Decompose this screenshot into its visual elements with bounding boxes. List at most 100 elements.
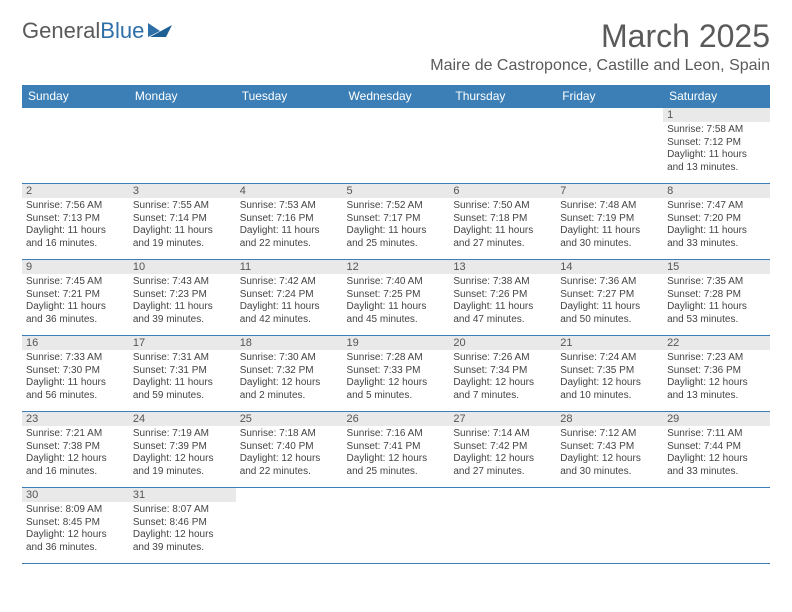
sunset-text: Sunset: 7:14 PM xyxy=(133,213,232,226)
calendar-day-cell: 15Sunrise: 7:35 AMSunset: 7:28 PMDayligh… xyxy=(663,260,770,336)
daylight-text: Daylight: 11 hours and 16 minutes. xyxy=(26,225,125,250)
calendar-day-cell: 24Sunrise: 7:19 AMSunset: 7:39 PMDayligh… xyxy=(129,412,236,488)
daylight-text: Daylight: 11 hours and 45 minutes. xyxy=(347,301,446,326)
day-details: Sunrise: 7:38 AMSunset: 7:26 PMDaylight:… xyxy=(449,274,556,328)
day-number: 27 xyxy=(449,412,556,426)
day-number: 10 xyxy=(129,260,236,274)
calendar-day-cell: 26Sunrise: 7:16 AMSunset: 7:41 PMDayligh… xyxy=(343,412,450,488)
sunset-text: Sunset: 7:38 PM xyxy=(26,441,125,454)
sunset-text: Sunset: 7:25 PM xyxy=(347,289,446,302)
daylight-text: Daylight: 11 hours and 59 minutes. xyxy=(133,377,232,402)
daylight-text: Daylight: 11 hours and 56 minutes. xyxy=(26,377,125,402)
sunrise-text: Sunrise: 7:16 AM xyxy=(347,428,446,441)
daylight-text: Daylight: 11 hours and 25 minutes. xyxy=(347,225,446,250)
sunset-text: Sunset: 7:24 PM xyxy=(240,289,339,302)
sunrise-text: Sunrise: 7:36 AM xyxy=(560,276,659,289)
sunrise-text: Sunrise: 7:45 AM xyxy=(26,276,125,289)
sunset-text: Sunset: 7:34 PM xyxy=(453,365,552,378)
calendar-day-cell: .. xyxy=(236,488,343,564)
daylight-text: Daylight: 11 hours and 50 minutes. xyxy=(560,301,659,326)
sunset-text: Sunset: 7:33 PM xyxy=(347,365,446,378)
calendar-day-cell: 7Sunrise: 7:48 AMSunset: 7:19 PMDaylight… xyxy=(556,184,663,260)
sunset-text: Sunset: 7:31 PM xyxy=(133,365,232,378)
sunrise-text: Sunrise: 7:28 AM xyxy=(347,352,446,365)
daylight-text: Daylight: 11 hours and 30 minutes. xyxy=(560,225,659,250)
calendar-day-cell: .. xyxy=(343,108,450,184)
sunrise-text: Sunrise: 7:56 AM xyxy=(26,200,125,213)
day-number: 8 xyxy=(663,184,770,198)
sunrise-text: Sunrise: 7:14 AM xyxy=(453,428,552,441)
sunrise-text: Sunrise: 7:30 AM xyxy=(240,352,339,365)
calendar-day-cell: 5Sunrise: 7:52 AMSunset: 7:17 PMDaylight… xyxy=(343,184,450,260)
calendar-week-row: 30Sunrise: 8:09 AMSunset: 8:45 PMDayligh… xyxy=(22,488,770,564)
day-number: 5 xyxy=(343,184,450,198)
day-details: Sunrise: 7:11 AMSunset: 7:44 PMDaylight:… xyxy=(663,426,770,480)
sunrise-text: Sunrise: 7:31 AM xyxy=(133,352,232,365)
day-number: 31 xyxy=(129,488,236,502)
sunset-text: Sunset: 7:36 PM xyxy=(667,365,766,378)
calendar-day-cell: .. xyxy=(663,488,770,564)
day-details: Sunrise: 7:52 AMSunset: 7:17 PMDaylight:… xyxy=(343,198,450,252)
sunset-text: Sunset: 7:13 PM xyxy=(26,213,125,226)
logo-flag-icon xyxy=(146,21,174,41)
sunrise-text: Sunrise: 7:19 AM xyxy=(133,428,232,441)
day-details: Sunrise: 7:48 AMSunset: 7:19 PMDaylight:… xyxy=(556,198,663,252)
calendar-day-cell: 25Sunrise: 7:18 AMSunset: 7:40 PMDayligh… xyxy=(236,412,343,488)
day-details: Sunrise: 7:53 AMSunset: 7:16 PMDaylight:… xyxy=(236,198,343,252)
day-number: 25 xyxy=(236,412,343,426)
calendar-day-cell: 27Sunrise: 7:14 AMSunset: 7:42 PMDayligh… xyxy=(449,412,556,488)
daylight-text: Daylight: 11 hours and 47 minutes. xyxy=(453,301,552,326)
header: GeneralBlue March 2025 Maire de Castropo… xyxy=(22,18,770,81)
sunrise-text: Sunrise: 7:42 AM xyxy=(240,276,339,289)
calendar-day-cell: .. xyxy=(129,108,236,184)
sunset-text: Sunset: 7:39 PM xyxy=(133,441,232,454)
day-details: Sunrise: 7:30 AMSunset: 7:32 PMDaylight:… xyxy=(236,350,343,404)
day-details: Sunrise: 7:58 AMSunset: 7:12 PMDaylight:… xyxy=(663,122,770,176)
sunrise-text: Sunrise: 7:12 AM xyxy=(560,428,659,441)
day-number: 4 xyxy=(236,184,343,198)
sunset-text: Sunset: 7:23 PM xyxy=(133,289,232,302)
day-number: 20 xyxy=(449,336,556,350)
day-details: Sunrise: 7:12 AMSunset: 7:43 PMDaylight:… xyxy=(556,426,663,480)
day-details: Sunrise: 7:21 AMSunset: 7:38 PMDaylight:… xyxy=(22,426,129,480)
calendar-day-cell: 8Sunrise: 7:47 AMSunset: 7:20 PMDaylight… xyxy=(663,184,770,260)
day-number: 17 xyxy=(129,336,236,350)
day-details: Sunrise: 7:28 AMSunset: 7:33 PMDaylight:… xyxy=(343,350,450,404)
sunset-text: Sunset: 7:21 PM xyxy=(26,289,125,302)
sunrise-text: Sunrise: 8:09 AM xyxy=(26,504,125,517)
day-number: 29 xyxy=(663,412,770,426)
daylight-text: Daylight: 11 hours and 27 minutes. xyxy=(453,225,552,250)
calendar-week-row: 16Sunrise: 7:33 AMSunset: 7:30 PMDayligh… xyxy=(22,336,770,412)
day-details: Sunrise: 7:40 AMSunset: 7:25 PMDaylight:… xyxy=(343,274,450,328)
day-number: 30 xyxy=(22,488,129,502)
day-details: Sunrise: 7:14 AMSunset: 7:42 PMDaylight:… xyxy=(449,426,556,480)
calendar-week-row: ............1Sunrise: 7:58 AMSunset: 7:1… xyxy=(22,108,770,184)
sunrise-text: Sunrise: 7:18 AM xyxy=(240,428,339,441)
day-number: 2 xyxy=(22,184,129,198)
sunrise-text: Sunrise: 7:53 AM xyxy=(240,200,339,213)
sunset-text: Sunset: 7:41 PM xyxy=(347,441,446,454)
sunrise-text: Sunrise: 7:58 AM xyxy=(667,124,766,137)
day-number: 7 xyxy=(556,184,663,198)
day-number: 1 xyxy=(663,108,770,122)
daylight-text: Daylight: 12 hours and 16 minutes. xyxy=(26,453,125,478)
daylight-text: Daylight: 12 hours and 30 minutes. xyxy=(560,453,659,478)
day-details: Sunrise: 7:55 AMSunset: 7:14 PMDaylight:… xyxy=(129,198,236,252)
sunrise-text: Sunrise: 7:48 AM xyxy=(560,200,659,213)
sunrise-text: Sunrise: 7:24 AM xyxy=(560,352,659,365)
daylight-text: Daylight: 12 hours and 27 minutes. xyxy=(453,453,552,478)
calendar-day-cell: 12Sunrise: 7:40 AMSunset: 7:25 PMDayligh… xyxy=(343,260,450,336)
day-number: 11 xyxy=(236,260,343,274)
calendar-day-cell: 21Sunrise: 7:24 AMSunset: 7:35 PMDayligh… xyxy=(556,336,663,412)
day-details: Sunrise: 7:23 AMSunset: 7:36 PMDaylight:… xyxy=(663,350,770,404)
daylight-text: Daylight: 11 hours and 13 minutes. xyxy=(667,149,766,174)
calendar-week-row: 9Sunrise: 7:45 AMSunset: 7:21 PMDaylight… xyxy=(22,260,770,336)
sunrise-text: Sunrise: 7:40 AM xyxy=(347,276,446,289)
sunset-text: Sunset: 7:17 PM xyxy=(347,213,446,226)
day-number: 23 xyxy=(22,412,129,426)
day-details: Sunrise: 7:35 AMSunset: 7:28 PMDaylight:… xyxy=(663,274,770,328)
calendar-day-cell: .. xyxy=(343,488,450,564)
logo: GeneralBlue xyxy=(22,18,174,44)
sunset-text: Sunset: 7:44 PM xyxy=(667,441,766,454)
sunset-text: Sunset: 7:12 PM xyxy=(667,137,766,150)
